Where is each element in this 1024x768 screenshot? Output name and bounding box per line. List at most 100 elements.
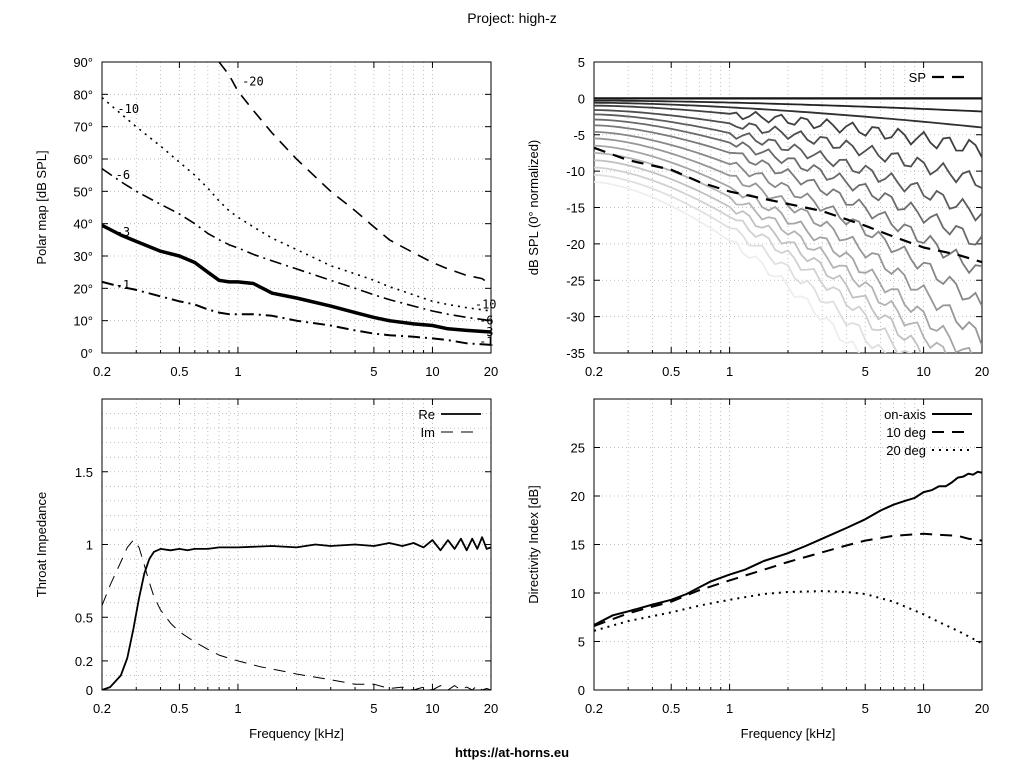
y-tick-label: -30 [566, 310, 585, 325]
contour-label: -6 [116, 168, 130, 182]
y-tick-label: 10 [571, 586, 585, 601]
off-axis-curve [594, 99, 982, 113]
plot-frame [101, 61, 492, 354]
grid [102, 399, 491, 690]
off-axis-curve [594, 113, 982, 222]
x-tick-label: 1 [234, 364, 241, 379]
y-tick-label: 70° [73, 120, 93, 135]
grid [594, 62, 982, 353]
legend-label: on-axis [884, 407, 926, 422]
series-line [594, 590, 982, 645]
y-tick-label: 20° [73, 281, 93, 296]
series-line [102, 539, 491, 690]
y-tick-label: 25 [571, 441, 585, 456]
plot-area [594, 470, 982, 645]
x-tick-label: 20 [975, 701, 989, 716]
y-tick-label: 15 [571, 538, 585, 553]
grid [594, 399, 982, 690]
y-tick-label: -5 [573, 128, 585, 143]
x-tick-label: 20 [484, 364, 498, 379]
y-tick-label: 0 [578, 91, 585, 106]
x-tick-label: 10 [425, 364, 439, 379]
contour-label: -3 [116, 225, 130, 239]
contour-label-end: -3 [479, 325, 493, 339]
x-tick-label: 5 [862, 364, 869, 379]
x-tick-label: 1 [726, 364, 733, 379]
legend-label: 10 deg [886, 425, 926, 440]
series-line [594, 532, 982, 627]
plot-frame [593, 61, 983, 354]
off-axis-curve [594, 130, 982, 307]
x-tick-label: 0.5 [662, 364, 680, 379]
legend-label: Re [418, 407, 435, 422]
x-tick-label: 5 [370, 364, 377, 379]
off-axis-curve [594, 173, 887, 353]
legend-label: 20 deg [886, 443, 926, 458]
y-tick-label: -35 [566, 346, 585, 361]
y-tick-label: 0° [81, 346, 93, 361]
series-line [102, 168, 491, 322]
series-line [102, 536, 491, 690]
y-tick-label: 1.5 [75, 465, 93, 480]
x-axis-label: Frequency [kHz] [249, 726, 344, 741]
y-tick-label: 0 [86, 683, 93, 698]
y-tick-label: 5 [578, 635, 585, 650]
off-axis-curve [594, 166, 912, 353]
contour-label: -1 [116, 278, 130, 292]
off-axis-curve [594, 159, 922, 353]
legend-label: Im [421, 425, 435, 440]
y-tick-label: 50° [73, 184, 93, 199]
plot-area [102, 536, 491, 690]
series-line [102, 96, 491, 312]
series-line [102, 223, 491, 334]
series-line [594, 146, 982, 264]
contour-label-end: -6 [479, 314, 493, 328]
x-tick-label: 0.5 [662, 701, 680, 716]
x-tick-label: 0.5 [170, 701, 188, 716]
x-tick-label: 0.5 [170, 364, 188, 379]
x-tick-label: 1 [726, 701, 733, 716]
y-tick-label: -15 [566, 201, 585, 216]
contour-label: -20 [242, 74, 264, 88]
off-axis-curve [594, 124, 982, 275]
x-tick-label: 0.2 [93, 364, 111, 379]
off-axis-curve [594, 104, 982, 158]
off-axis-curve [594, 144, 973, 353]
x-tick-label: 20 [975, 364, 989, 379]
y-tick-label: -10 [566, 164, 585, 179]
x-tick-label: 0.2 [93, 701, 111, 716]
y-tick-label: 1 [86, 538, 93, 553]
off-axis-curve [594, 118, 982, 246]
footer-url: https://at-horns.eu [455, 745, 569, 760]
x-tick-label: 10 [916, 701, 930, 716]
y-tick-label: 90° [73, 55, 93, 70]
grid [102, 62, 491, 353]
y-tick-label: 5 [578, 55, 585, 70]
y-tick-label: 40° [73, 217, 93, 232]
x-tick-label: 0.2 [585, 701, 603, 716]
y-tick-label: 0.5 [75, 610, 93, 625]
legend-label: SP [909, 70, 926, 85]
off-axis-curve [594, 181, 860, 353]
y-tick-label: 80° [73, 87, 93, 102]
series-line [218, 62, 491, 286]
y-axis-label: Throat Impedance [34, 492, 49, 598]
x-tick-label: 5 [370, 701, 377, 716]
plot-area [594, 97, 982, 353]
y-tick-label: 20 [571, 489, 585, 504]
y-tick-label: -25 [566, 273, 585, 288]
contour-label: -10 [117, 102, 139, 116]
y-axis-label: Polar map [dB SPL] [34, 150, 49, 264]
series-line [102, 280, 491, 346]
x-axis-label: Frequency [kHz] [741, 726, 836, 741]
off-axis-curve [594, 137, 982, 347]
y-axis-label: Directivity Index [dB] [526, 485, 541, 604]
y-tick-label: -20 [566, 237, 585, 252]
series-line [594, 470, 982, 626]
figure-title: Project: high-z [467, 10, 556, 26]
x-tick-label: 10 [916, 364, 930, 379]
y-tick-label: 30° [73, 249, 93, 264]
x-tick-label: 5 [862, 701, 869, 716]
x-tick-label: 10 [425, 701, 439, 716]
